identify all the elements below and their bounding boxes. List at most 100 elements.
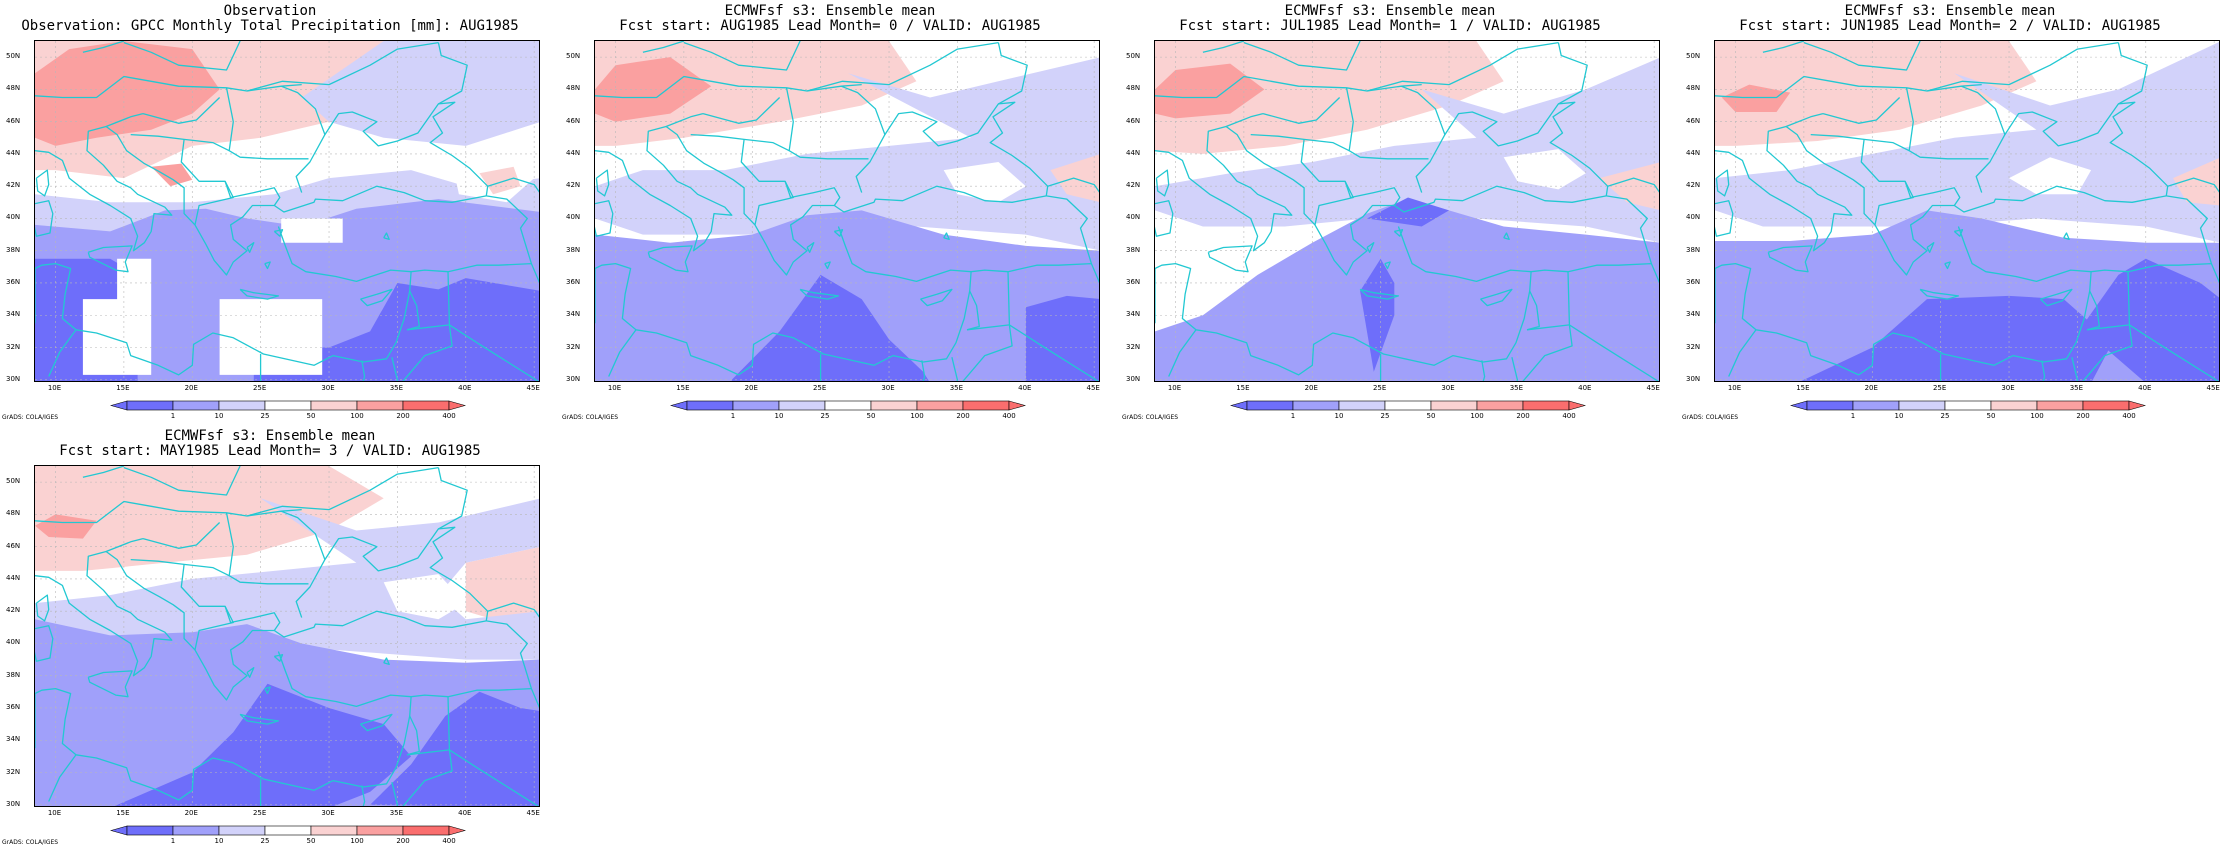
colorbar-label: 10 — [214, 412, 224, 420]
lon-tick-label: 10E — [1727, 384, 1742, 392]
precip-region — [465, 547, 539, 620]
country-border — [683, 41, 801, 71]
country-border — [785, 87, 869, 160]
lat-tick-label: 46N — [566, 116, 581, 125]
colorbar-swatch — [1806, 400, 1854, 411]
country-border — [1225, 112, 1264, 128]
lat-tick-label: 30N — [6, 374, 21, 383]
panel-subtitle: Observation: GPCC Monthly Total Precipit… — [21, 18, 519, 34]
lat-tick-label: 36N — [1126, 277, 1141, 286]
lon-tick-label: 40E — [2138, 384, 2152, 392]
coastline — [246, 242, 255, 253]
country-border — [2166, 195, 2213, 264]
country-border — [1860, 139, 1914, 226]
coastline — [360, 713, 393, 732]
colorbar-label: 400 — [1562, 412, 1576, 420]
lat-tick-label: 32N — [6, 767, 21, 776]
coastline — [273, 229, 284, 237]
lat-tick-label: 36N — [1686, 277, 1701, 286]
colorbar-label: 10 — [1334, 412, 1344, 420]
country-border — [1905, 87, 1989, 160]
lat-tick-label: 40N — [1686, 213, 1701, 222]
lat-tick-label: 32N — [6, 342, 21, 351]
precip-region — [1599, 162, 1659, 210]
colorbar-swatch — [172, 400, 220, 411]
lat-tick-label: 50N — [1686, 52, 1701, 61]
country-border — [1243, 41, 1361, 71]
precip-region — [301, 41, 539, 146]
country-border — [1810, 133, 1910, 152]
lat-tick-label: 34N — [6, 310, 21, 319]
lon-tick-label: 15E — [1796, 384, 1810, 392]
country-border — [966, 290, 980, 331]
lon-tick-label: 25E — [252, 809, 267, 817]
colorbar-label: 1 — [1850, 412, 1856, 420]
coastline — [1155, 125, 1293, 252]
country-border — [406, 715, 420, 756]
coastline — [239, 713, 280, 725]
precip-region — [1503, 149, 1586, 190]
lat-tick-label: 40N — [566, 213, 581, 222]
colorbar-label: 25 — [820, 412, 830, 420]
lon-tick-label: 10E — [47, 809, 62, 817]
lat-tick-label: 34N — [1126, 310, 1141, 319]
precip-region — [595, 57, 712, 122]
country-border — [1606, 195, 1653, 264]
colorbar-label: 50 — [306, 412, 316, 420]
coastline — [2071, 357, 2079, 381]
colorbar-label: 50 — [1426, 412, 1436, 420]
colorbar-swatch — [310, 825, 358, 836]
lat-tick-label: 46N — [6, 541, 21, 550]
country-border — [447, 271, 539, 381]
country-border — [784, 181, 841, 206]
country-border — [2086, 290, 2100, 331]
precip-region — [151, 163, 193, 187]
country-border — [246, 466, 439, 517]
panel-subtitle: Fcst start: JUL1985 Lead Month= 1 / VALI… — [1179, 18, 1601, 34]
lat-tick-label: 44N — [566, 148, 581, 157]
country-border — [1822, 97, 1901, 124]
coastline — [383, 657, 390, 666]
colorbar-swatch — [1430, 400, 1478, 411]
colorbar-label: 100 — [350, 412, 364, 420]
precip-region — [253, 278, 539, 381]
coastline — [360, 288, 393, 307]
country-border — [2091, 262, 2219, 284]
precip-region — [1025, 295, 1099, 381]
country-border — [2167, 177, 2219, 193]
colorbar-swatch — [126, 825, 174, 836]
precip-region — [1155, 41, 1504, 154]
colorbar-min-arrow — [1790, 400, 1808, 411]
colorbar-min-arrow — [670, 400, 688, 411]
lon-tick-label: 20E — [744, 384, 758, 392]
map-grid — [1715, 41, 2219, 381]
colorbar-label: 25 — [260, 837, 270, 845]
country-border — [142, 522, 221, 549]
map-panel: Observation Observation: GPCC Monthly To… — [0, 0, 540, 421]
coastline — [87, 670, 133, 698]
colorbar-label: 1 — [730, 412, 736, 420]
country-border — [437, 467, 468, 530]
lon-tick-label: 30E — [321, 809, 335, 817]
coastline — [383, 232, 390, 241]
country-border — [1202, 41, 1245, 53]
colorbar-label: 25 — [260, 412, 270, 420]
country-border — [1567, 271, 1659, 381]
coastline — [824, 261, 831, 270]
lon-tick-label: 35E — [1509, 384, 1524, 392]
country-border — [1803, 41, 1921, 71]
country-border — [82, 466, 125, 478]
precip-region — [219, 299, 323, 375]
lat-tick-label: 32N — [1686, 342, 1701, 351]
colorbar-swatch — [778, 400, 826, 411]
precip-region — [281, 218, 343, 243]
coastline — [1480, 288, 1513, 307]
country-border — [486, 195, 533, 264]
coastline — [1953, 229, 1964, 237]
coastline — [35, 625, 54, 662]
country-border — [1607, 177, 1659, 193]
colorbar-swatch — [264, 400, 312, 411]
country-border — [1155, 75, 1422, 99]
colorbar-swatch — [1292, 400, 1340, 411]
grads-credit: GrADS: COLA/IGES — [1122, 414, 1179, 421]
